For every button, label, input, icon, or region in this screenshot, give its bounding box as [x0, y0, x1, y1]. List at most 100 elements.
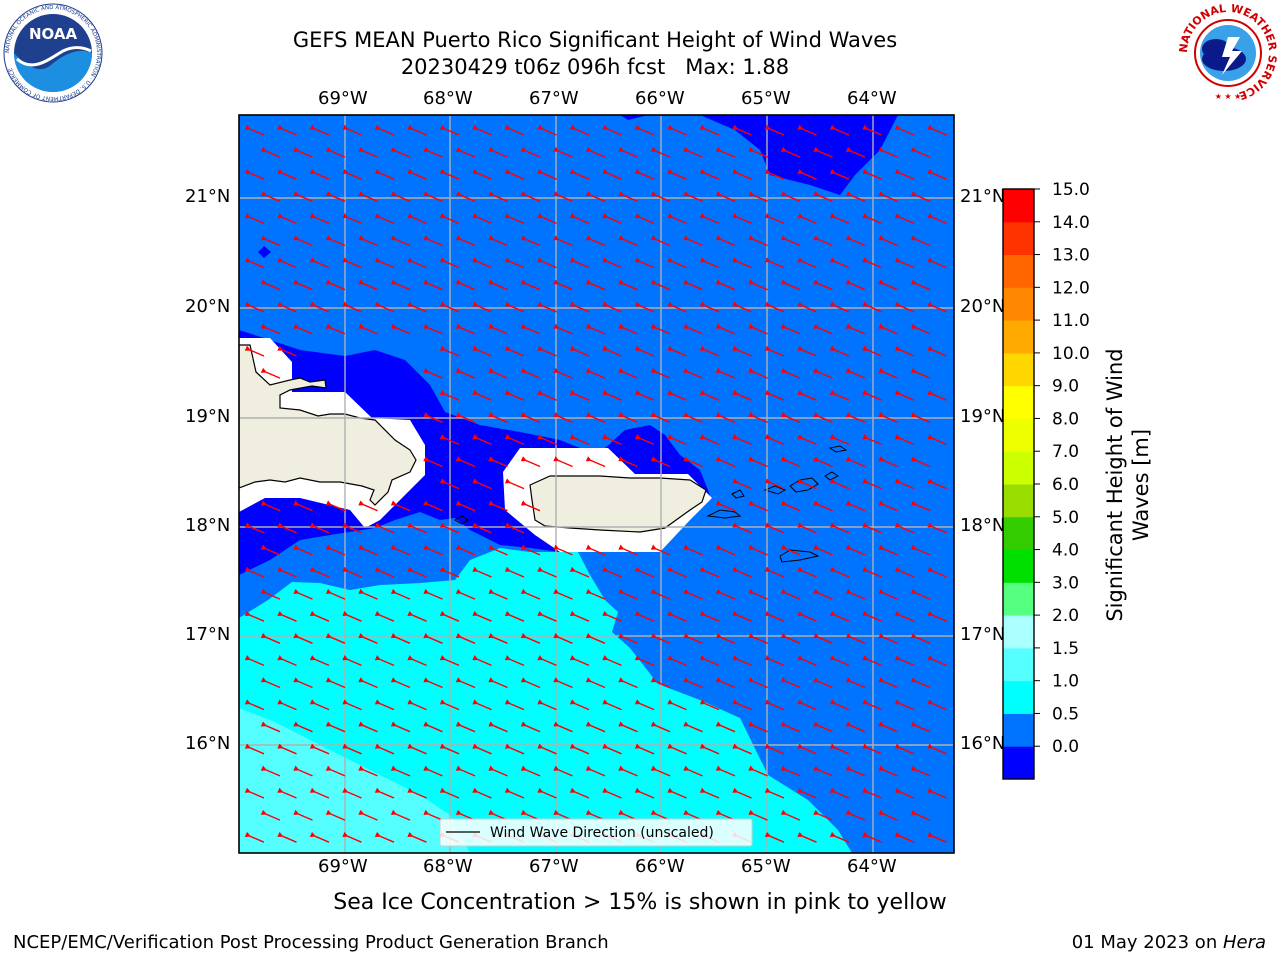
- wave-direction-arrow: [439, 124, 460, 136]
- wave-direction-arrow: [244, 345, 265, 357]
- wave-direction-arrow: [504, 743, 525, 755]
- wave-direction-arrow: [813, 456, 833, 468]
- wave-direction-arrow: [407, 610, 427, 622]
- wave-direction-arrow: [390, 235, 411, 247]
- wave-direction-arrow: [293, 632, 313, 644]
- wave-direction-arrow: [293, 323, 313, 335]
- wave-direction-arrow: [813, 323, 833, 335]
- wave-direction-arrow: [520, 632, 541, 644]
- wave-direction-arrow: [650, 632, 671, 644]
- wave-direction-arrow: [780, 279, 801, 291]
- wave-direction-arrow: [325, 677, 346, 689]
- wave-direction-arrow: [650, 677, 671, 689]
- wave-direction-arrow: [910, 456, 931, 468]
- wave-direction-arrow: [260, 721, 281, 733]
- wave-direction-arrow: [845, 456, 866, 468]
- wave-direction-arrow: [699, 610, 720, 622]
- wave-direction-arrow: [634, 345, 655, 357]
- wave-direction-arrow: [916, 858, 930, 864]
- wave-direction-arrow: [845, 632, 866, 644]
- wave-direction-arrow: [358, 146, 378, 158]
- wave-direction-arrow: [797, 124, 817, 136]
- wave-direction-arrow: [699, 743, 720, 755]
- wave-direction-arrow: [878, 632, 898, 644]
- wave-direction-arrow: [764, 257, 785, 269]
- wave-direction-arrow: [699, 787, 720, 799]
- wave-direction-arrow: [845, 279, 866, 291]
- wave-direction-arrow: [650, 544, 671, 556]
- lon-label-top-65w: 65°W: [741, 88, 791, 109]
- wave-direction-arrow: [293, 765, 313, 777]
- wave-direction-arrow: [797, 389, 817, 401]
- wave-direction-arrow: [748, 632, 768, 644]
- wave-direction-arrow: [748, 146, 768, 158]
- wave-direction-arrow: [472, 389, 492, 401]
- wave-direction-arrow: [797, 522, 817, 534]
- wave-direction-arrow: [244, 301, 265, 313]
- wave-direction-arrow: [878, 411, 898, 423]
- wave-direction-arrow: [260, 588, 281, 600]
- wave-direction-arrow: [715, 500, 736, 512]
- wave-direction-arrow: [927, 124, 947, 136]
- wave-direction-arrow: [537, 301, 557, 313]
- wave-direction-arrow: [813, 367, 833, 379]
- wave-direction-arrow: [423, 323, 443, 335]
- wave-direction-arrow: [634, 257, 655, 269]
- wave-direction-arrow: [813, 500, 833, 512]
- wave-direction-arrow: [813, 146, 833, 158]
- wave-direction-arrow: [455, 323, 476, 335]
- wave-direction-arrow: [732, 743, 752, 755]
- wave-direction-arrow: [277, 699, 297, 711]
- wave-direction-arrow: [504, 389, 525, 401]
- colorbar-tick-label: 9.0: [1052, 377, 1079, 397]
- wave-direction-arrow: [845, 323, 866, 335]
- map-legend: Wind Wave Direction (unscaled): [439, 818, 753, 847]
- wave-direction-arrow: [244, 257, 265, 269]
- wave-direction-arrow: [732, 124, 752, 136]
- wave-direction-arrow: [569, 389, 590, 401]
- wave-direction-arrow: [260, 323, 281, 335]
- wave-direction-arrow: [927, 434, 947, 446]
- lat-label-left-19n: 19°N: [185, 406, 231, 427]
- wave-direction-arrow: [455, 235, 476, 247]
- wave-direction-arrow: [553, 544, 573, 556]
- wave-direction-arrow: [358, 500, 378, 512]
- wave-direction-arrow: [293, 809, 313, 821]
- wave-direction-arrow: [715, 411, 736, 423]
- wave-direction-arrow: [358, 677, 378, 689]
- wave-direction-arrow: [910, 588, 931, 600]
- colorbar-tick-label: 10.0: [1052, 344, 1090, 364]
- wave-direction-arrow: [439, 213, 460, 225]
- wave-direction-arrow: [277, 522, 297, 534]
- wave-direction-arrow: [764, 610, 785, 622]
- wave-direction-arrow: [813, 721, 833, 733]
- wave-direction-arrow: [602, 655, 622, 667]
- wave-direction-arrow: [455, 146, 476, 158]
- wave-direction-arrow: [797, 434, 817, 446]
- wave-direction-arrow: [748, 323, 768, 335]
- wave-direction-arrow: [862, 610, 882, 622]
- wave-direction-arrow: [325, 323, 346, 335]
- wave-direction-arrow: [748, 367, 768, 379]
- wind-wave-direction-arrows: [244, 124, 947, 864]
- wave-direction-arrow: [927, 478, 947, 490]
- wave-direction-arrow: [585, 765, 606, 777]
- wave-direction-arrow: [423, 721, 443, 733]
- wave-direction-arrow: [813, 190, 833, 202]
- wave-direction-arrow: [488, 456, 508, 468]
- wave-direction-arrow: [472, 610, 492, 622]
- wave-direction-arrow: [780, 146, 801, 158]
- wave-direction-arrow: [472, 522, 492, 534]
- wave-direction-arrow: [910, 235, 931, 247]
- wave-direction-arrow: [504, 213, 525, 225]
- wave-direction-arrow: [634, 743, 655, 755]
- wave-direction-arrow: [602, 610, 622, 622]
- wave-direction-arrow: [423, 456, 443, 468]
- noaa-logo: NOAA NATIONAL OCEANIC AND ATMOSPHERIC AD…: [3, 3, 103, 103]
- wave-direction-arrow: [813, 279, 833, 291]
- colorbar-swatch: [1003, 287, 1034, 321]
- wave-direction-arrow: [520, 367, 541, 379]
- wave-direction-arrow: [488, 588, 508, 600]
- wave-direction-arrow: [423, 411, 443, 423]
- wave-direction-arrow: [683, 235, 703, 247]
